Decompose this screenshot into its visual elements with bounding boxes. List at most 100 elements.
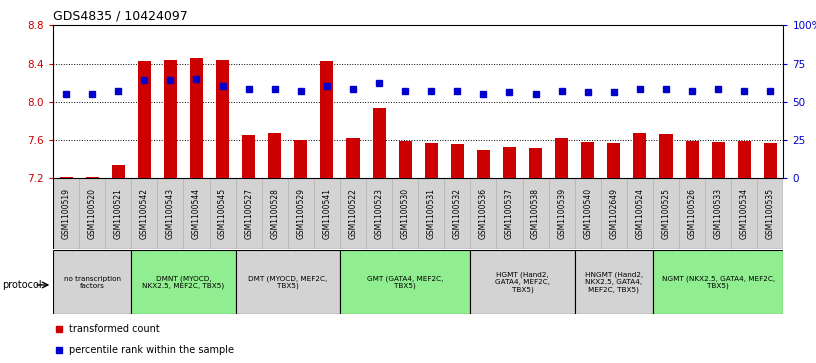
Text: GSM1102649: GSM1102649 [610, 188, 619, 239]
Bar [607, 143, 620, 178]
Bar [424, 143, 437, 178]
Text: DMNT (MYOCD,
NKX2.5, MEF2C, TBX5): DMNT (MYOCD, NKX2.5, MEF2C, TBX5) [142, 275, 224, 289]
Text: GSM1100522: GSM1100522 [348, 188, 357, 239]
Text: no transcription
factors: no transcription factors [64, 276, 121, 289]
Text: GSM1100534: GSM1100534 [740, 188, 749, 239]
Text: GSM1100544: GSM1100544 [192, 188, 201, 239]
Bar [105, 178, 131, 249]
Bar [555, 138, 568, 178]
Bar [131, 178, 157, 249]
Bar [653, 250, 783, 314]
Text: NGMT (NKX2.5, GATA4, MEF2C,
TBX5): NGMT (NKX2.5, GATA4, MEF2C, TBX5) [662, 275, 774, 289]
Bar [731, 178, 757, 249]
Bar [347, 138, 360, 178]
Bar [373, 108, 386, 178]
Bar [470, 178, 496, 249]
Text: GSM1100524: GSM1100524 [636, 188, 645, 239]
Bar [705, 178, 731, 249]
Text: GSM1100519: GSM1100519 [61, 188, 70, 239]
Bar [366, 178, 392, 249]
Bar [262, 178, 288, 249]
Bar [738, 141, 751, 178]
Bar [60, 177, 73, 178]
Text: GSM1100523: GSM1100523 [375, 188, 384, 239]
Bar [131, 250, 236, 314]
Bar [340, 250, 470, 314]
Text: DMT (MYOCD, MEF2C,
TBX5): DMT (MYOCD, MEF2C, TBX5) [248, 275, 327, 289]
Text: GSM1100526: GSM1100526 [688, 188, 697, 239]
Bar [496, 178, 522, 249]
Text: GSM1100529: GSM1100529 [296, 188, 305, 239]
Text: GSM1100545: GSM1100545 [218, 188, 227, 239]
Text: GSM1100527: GSM1100527 [244, 188, 253, 239]
Bar [236, 178, 262, 249]
Bar [659, 134, 672, 178]
Text: GDS4835 / 10424097: GDS4835 / 10424097 [53, 9, 188, 22]
Bar [522, 178, 548, 249]
Bar [138, 61, 151, 178]
Text: GSM1100533: GSM1100533 [714, 188, 723, 239]
Bar [321, 61, 334, 178]
Bar [503, 147, 516, 178]
Bar [79, 178, 105, 249]
Bar [574, 250, 653, 314]
Bar [764, 143, 777, 178]
Bar [419, 178, 444, 249]
Bar [53, 250, 131, 314]
Bar [679, 178, 705, 249]
Text: GSM1100528: GSM1100528 [270, 188, 279, 239]
Bar [236, 250, 340, 314]
Bar [548, 178, 574, 249]
Text: GSM1100531: GSM1100531 [427, 188, 436, 239]
Text: GSM1100535: GSM1100535 [766, 188, 775, 239]
Text: GSM1100521: GSM1100521 [113, 188, 122, 239]
Text: GSM1100543: GSM1100543 [166, 188, 175, 239]
Bar [450, 143, 463, 178]
Bar [295, 140, 308, 178]
Text: transformed count: transformed count [69, 324, 160, 334]
Text: GSM1100538: GSM1100538 [531, 188, 540, 239]
Text: GSM1100530: GSM1100530 [401, 188, 410, 239]
Text: HNGMT (Hand2,
NKX2.5, GATA4,
MEF2C, TBX5): HNGMT (Hand2, NKX2.5, GATA4, MEF2C, TBX5… [585, 272, 643, 293]
Bar [399, 141, 412, 178]
Text: GSM1100541: GSM1100541 [322, 188, 331, 239]
Text: percentile rank within the sample: percentile rank within the sample [69, 345, 234, 355]
Text: GSM1100537: GSM1100537 [505, 188, 514, 239]
Bar [529, 148, 542, 178]
Bar [444, 178, 470, 249]
Bar [712, 142, 725, 178]
Bar [184, 178, 210, 249]
Bar [314, 178, 340, 249]
Bar [627, 178, 653, 249]
Text: protocol: protocol [2, 280, 42, 290]
Bar [210, 178, 236, 249]
Text: GSM1100525: GSM1100525 [662, 188, 671, 239]
Bar [216, 60, 229, 178]
Text: HGMT (Hand2,
GATA4, MEF2C,
TBX5): HGMT (Hand2, GATA4, MEF2C, TBX5) [495, 272, 550, 293]
Bar [581, 142, 594, 178]
Text: GSM1100532: GSM1100532 [453, 188, 462, 239]
Bar [392, 178, 419, 249]
Bar [685, 141, 698, 178]
Bar [190, 58, 203, 178]
Bar [268, 133, 282, 178]
Text: GSM1100540: GSM1100540 [583, 188, 592, 239]
Text: GSM1100520: GSM1100520 [87, 188, 96, 239]
Bar [53, 178, 79, 249]
Bar [633, 133, 646, 178]
Bar [653, 178, 679, 249]
Bar [340, 178, 366, 249]
Bar [288, 178, 314, 249]
Bar [157, 178, 184, 249]
Bar [86, 177, 99, 178]
Bar [601, 178, 627, 249]
Text: GSM1100539: GSM1100539 [557, 188, 566, 239]
Bar [574, 178, 601, 249]
Bar [477, 150, 490, 178]
Bar [470, 250, 574, 314]
Text: GMT (GATA4, MEF2C,
TBX5): GMT (GATA4, MEF2C, TBX5) [367, 275, 443, 289]
Text: GSM1100542: GSM1100542 [140, 188, 149, 239]
Text: GSM1100536: GSM1100536 [479, 188, 488, 239]
Bar [112, 166, 125, 178]
Bar [757, 178, 783, 249]
